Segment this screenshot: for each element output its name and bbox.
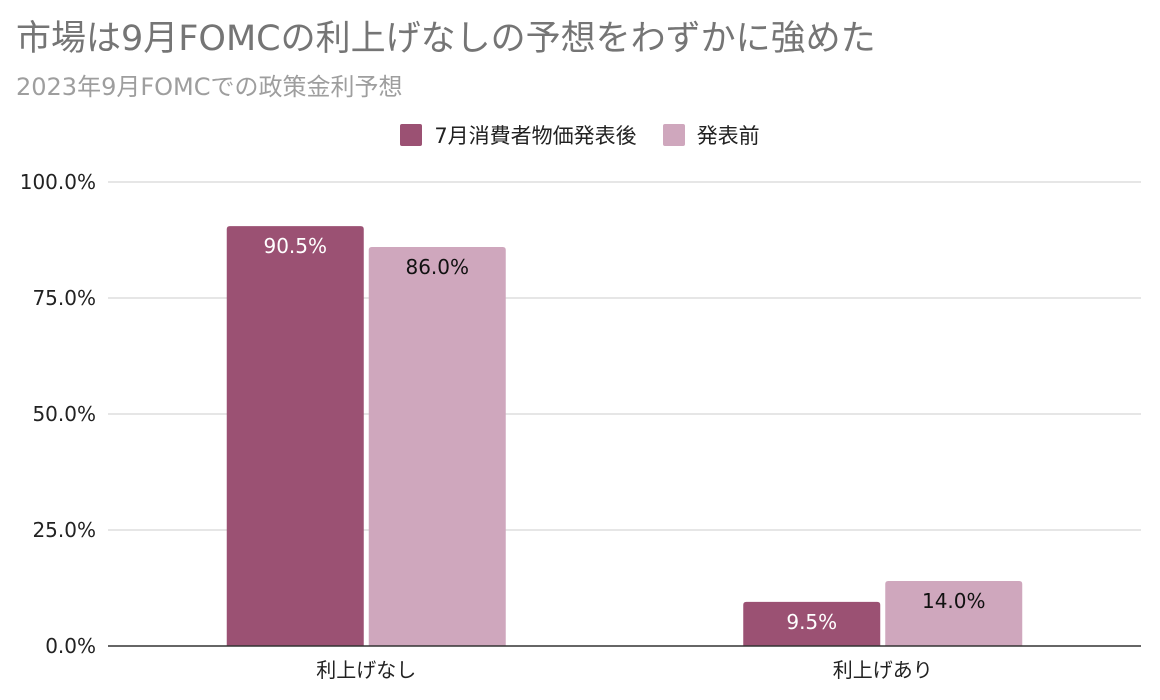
legend-item-after[interactable]: 7月消費者物価発表後 (400, 120, 637, 150)
label-layer: 90.5% 86.0% 9.5% 14.0% (263, 234, 985, 634)
chart-subtitle: 2023年9月FOMCでの政策金利予想 (16, 73, 403, 101)
legend: 7月消費者物価発表後 発表前 (0, 119, 1160, 151)
legend-label-before: 発表前 (696, 124, 760, 148)
y-tick-label: 0.0% (45, 634, 96, 658)
legend-item-before[interactable]: 発表前 (662, 120, 760, 150)
data-label: 14.0% (922, 589, 986, 613)
bar (743, 601, 881, 646)
chart-title: 市場は9月FOMCの利上げなしの予想をわずかに強めた (16, 19, 876, 59)
y-tick-label: 75.0% (32, 286, 96, 310)
data-label: 9.5% (786, 610, 837, 634)
y-tick-label: 50.0% (32, 402, 96, 426)
bar (226, 226, 364, 646)
legend-swatch-after (400, 124, 423, 146)
x-category-label: 利上げあり (833, 658, 933, 682)
bar (368, 246, 506, 646)
legend-label-after: 7月消費者物価発表後 (434, 124, 637, 148)
x-category-label: 利上げなし (316, 658, 416, 682)
axis-layer: 0.0% 25.0% 50.0% 75.0% 100.0% 利上げなし 利上げあり (20, 170, 1141, 682)
legend-swatch-before (662, 124, 685, 146)
y-tick-label: 25.0% (32, 518, 96, 542)
y-tick-label: 100.0% (20, 170, 96, 194)
data-label: 90.5% (263, 234, 327, 258)
data-label: 86.0% (405, 255, 469, 279)
bar-layer (226, 226, 1023, 646)
bar (885, 581, 1023, 646)
